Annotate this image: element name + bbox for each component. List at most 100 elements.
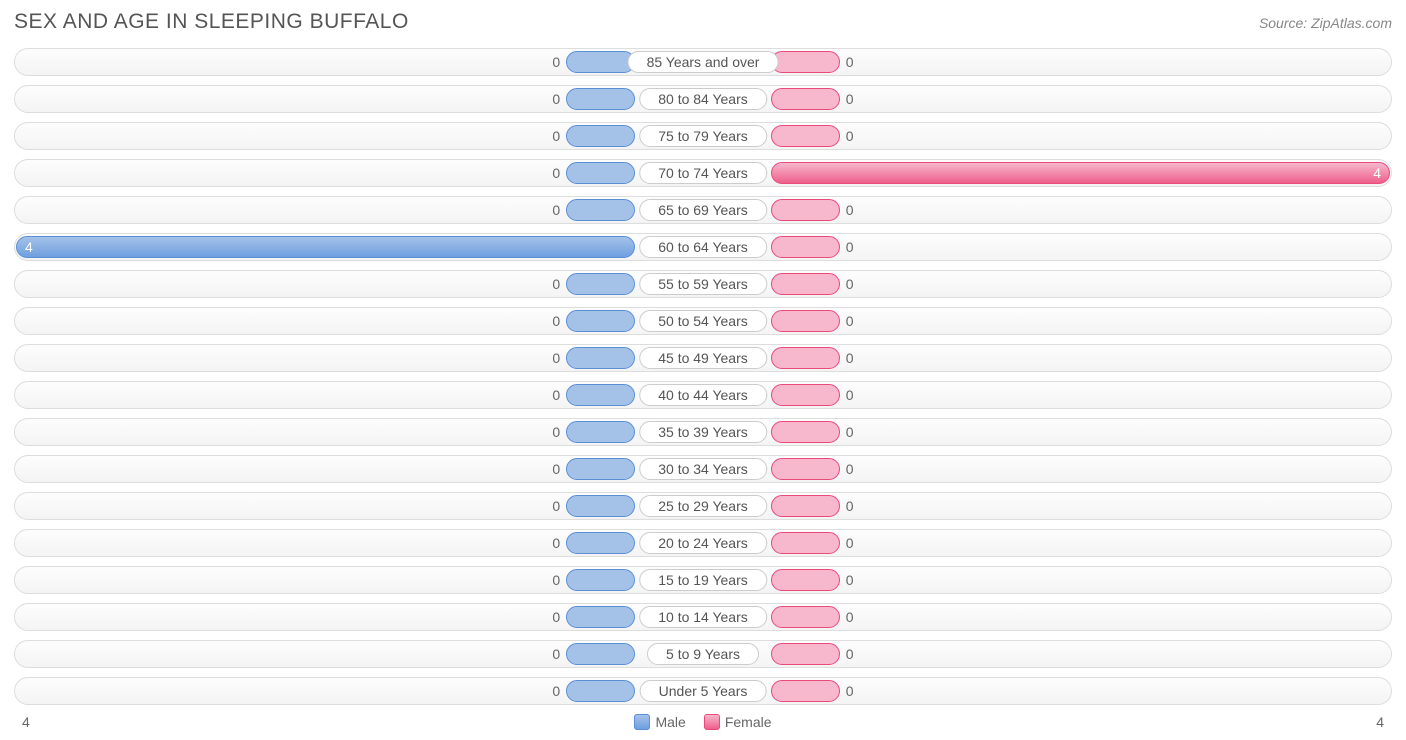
chart-title: SEX AND AGE IN SLEEPING BUFFALO (14, 10, 409, 34)
male-value: 0 (552, 382, 560, 408)
age-row: 0 0 55 to 59 Years (14, 270, 1392, 298)
female-value: 0 (846, 123, 854, 149)
age-row: 0 0 15 to 19 Years (14, 566, 1392, 594)
male-value: 0 (552, 567, 560, 593)
age-row: 0080 to 84 Years (14, 85, 1392, 113)
male-bar (16, 236, 635, 258)
male-value: 0 (552, 197, 560, 223)
female-value: 0 (846, 271, 854, 297)
male-value: 0 (552, 160, 560, 186)
female-bar (771, 384, 840, 406)
legend-female: Female (704, 714, 772, 730)
female-value: 0 (846, 604, 854, 630)
age-label: 70 to 74 Years (639, 162, 767, 184)
age-row: 0025 to 29 Years (14, 492, 1392, 520)
female-bar (771, 88, 840, 110)
male-value: 0 (552, 86, 560, 112)
age-label: 35 to 39 Years (639, 421, 767, 443)
female-value: 0 (846, 86, 854, 112)
male-bar (566, 384, 635, 406)
age-label: 20 to 24 Years (639, 532, 767, 554)
female-bar (771, 51, 840, 73)
male-value: 0 (552, 345, 560, 371)
male-bar (566, 310, 635, 332)
age-label: 5 to 9 Years (647, 643, 759, 665)
female-bar (771, 532, 840, 554)
female-bar (771, 643, 840, 665)
age-row: 00Under 5 Years (14, 677, 1392, 705)
female-bar (771, 569, 840, 591)
male-swatch-icon (634, 714, 650, 730)
legend: Male Female (30, 714, 1376, 730)
female-bar (771, 310, 840, 332)
male-value: 4 (25, 234, 33, 260)
age-row: 0045 to 49 Years (14, 344, 1392, 372)
female-bar (771, 162, 1390, 184)
female-value: 0 (846, 419, 854, 445)
female-value: 0 (846, 382, 854, 408)
age-row: 0085 Years and over (14, 48, 1392, 76)
male-value: 0 (552, 271, 560, 297)
male-bar (566, 162, 635, 184)
male-value: 0 (552, 419, 560, 445)
age-row: 0065 to 69 Years (14, 196, 1392, 224)
male-value: 0 (552, 123, 560, 149)
male-bar (566, 458, 635, 480)
age-row: 0 0 30 to 34 Years (14, 455, 1392, 483)
female-value: 0 (846, 530, 854, 556)
female-bar (771, 199, 840, 221)
age-label: 30 to 34 Years (639, 458, 767, 480)
age-row: 0 0 5 to 9 Years (14, 640, 1392, 668)
male-bar (566, 606, 635, 628)
population-pyramid-chart: 0085 Years and over0080 to 84 Years0075 … (14, 48, 1392, 705)
age-row: 0 0 50 to 54 Years (14, 307, 1392, 335)
male-bar (566, 51, 635, 73)
age-label: 85 Years and over (628, 51, 779, 73)
male-bar (566, 643, 635, 665)
female-value: 4 (1373, 160, 1381, 186)
male-bar (566, 125, 635, 147)
axis-max-right: 4 (1376, 714, 1392, 730)
legend-male: Male (634, 714, 685, 730)
female-bar (771, 421, 840, 443)
legend-male-label: Male (655, 714, 685, 730)
age-label: 60 to 64 Years (639, 236, 767, 258)
male-bar (566, 421, 635, 443)
age-row: 0 0 40 to 44 Years (14, 381, 1392, 409)
age-label: 50 to 54 Years (639, 310, 767, 332)
female-value: 0 (846, 567, 854, 593)
female-value: 0 (846, 308, 854, 334)
male-bar (566, 199, 635, 221)
female-bar (771, 347, 840, 369)
age-label: 40 to 44 Years (639, 384, 767, 406)
age-row: 0 0 20 to 24 Years (14, 529, 1392, 557)
age-label: 55 to 59 Years (639, 273, 767, 295)
female-value: 0 (846, 234, 854, 260)
male-value: 0 (552, 456, 560, 482)
female-swatch-icon (704, 714, 720, 730)
female-bar (771, 236, 840, 258)
male-value: 0 (552, 308, 560, 334)
age-row: 4 0 60 to 64 Years (14, 233, 1392, 261)
female-value: 0 (846, 345, 854, 371)
male-value: 0 (552, 641, 560, 667)
female-bar (771, 273, 840, 295)
male-bar (566, 273, 635, 295)
female-value: 0 (846, 493, 854, 519)
header: SEX AND AGE IN SLEEPING BUFFALO Source: … (14, 10, 1392, 34)
female-bar (771, 606, 840, 628)
female-bar (771, 458, 840, 480)
chart-footer: 4 Male Female 4 (14, 714, 1392, 730)
female-value: 0 (846, 49, 854, 75)
male-value: 0 (552, 530, 560, 556)
female-value: 0 (846, 456, 854, 482)
male-value: 0 (552, 604, 560, 630)
female-value: 0 (846, 641, 854, 667)
male-value: 0 (552, 678, 560, 704)
age-row: 0 4 70 to 74 Years (14, 159, 1392, 187)
age-label: 75 to 79 Years (639, 125, 767, 147)
source-attribution: Source: ZipAtlas.com (1259, 15, 1392, 31)
age-label: 15 to 19 Years (639, 569, 767, 591)
age-row: 0010 to 14 Years (14, 603, 1392, 631)
male-bar (566, 495, 635, 517)
